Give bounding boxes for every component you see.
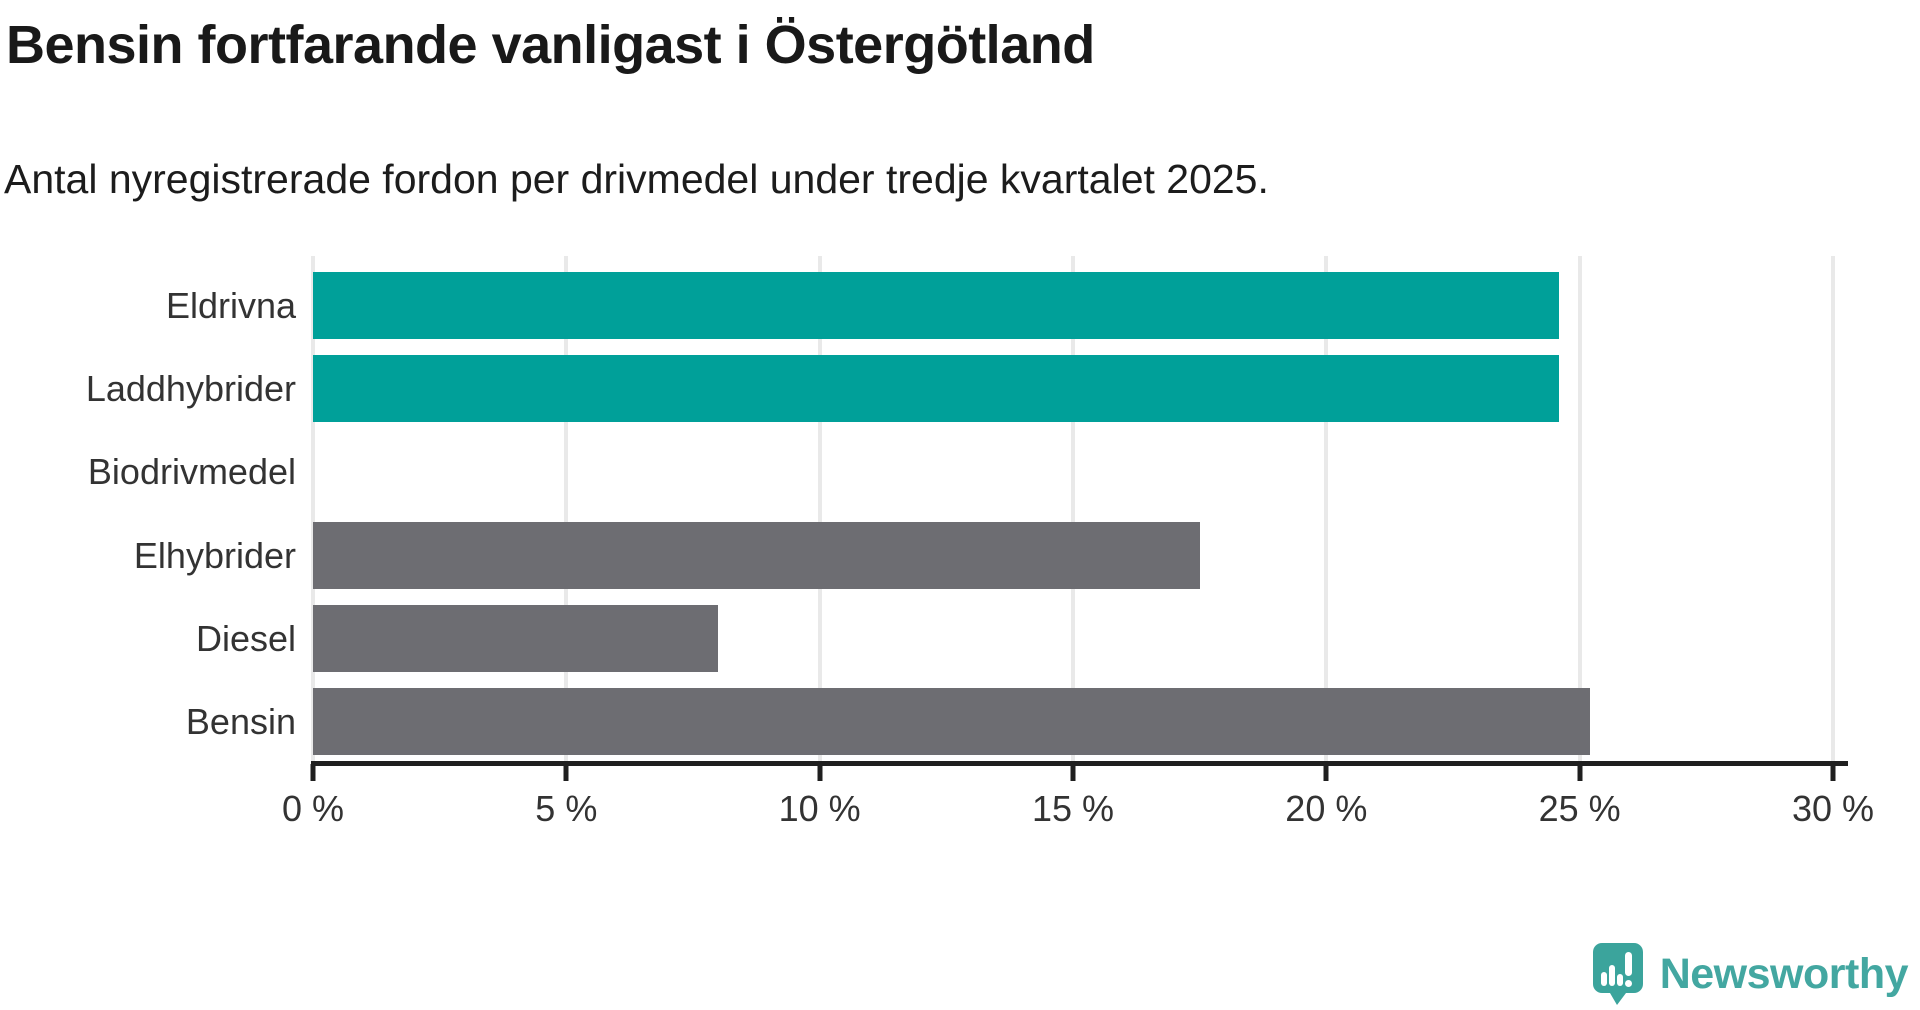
gridline xyxy=(1324,256,1329,763)
bar xyxy=(313,272,1560,340)
gridline xyxy=(564,256,569,763)
x-tick-label: 10 % xyxy=(778,788,861,829)
x-tick-mark xyxy=(310,764,316,781)
chart-subtitle: Antal nyregistrerade fordon per drivmede… xyxy=(4,156,1269,202)
x-tick-mark xyxy=(1323,764,1329,781)
x-axis-line xyxy=(311,761,1848,766)
category-label: Laddhybrider xyxy=(85,368,296,410)
bar xyxy=(313,355,1560,423)
gridline xyxy=(817,256,822,763)
bar xyxy=(313,521,1200,589)
bar xyxy=(313,604,719,672)
category-label: Eldrivna xyxy=(165,285,296,326)
x-tick-label: 25 % xyxy=(1538,788,1621,829)
category-label: Biodrivmedel xyxy=(87,451,296,493)
x-tick-label: 20 % xyxy=(1285,788,1368,829)
gridline xyxy=(311,256,315,763)
brand-footer: Newsworthy xyxy=(1592,942,1909,1006)
chart-title: Bensin fortfarande vanligast i Östergötl… xyxy=(6,15,1095,75)
brand-name: Newsworthy xyxy=(1659,949,1909,998)
x-tick-mark xyxy=(817,764,823,781)
category-label: Elhybrider xyxy=(133,534,296,576)
x-tick-label: 15 % xyxy=(1031,788,1115,829)
gridline xyxy=(1577,256,1582,763)
x-tick-mark xyxy=(1577,764,1583,781)
gridline xyxy=(1831,256,1835,763)
category-label: Bensin xyxy=(185,700,296,742)
gridline xyxy=(1071,256,1075,763)
x-tick-label: 30 % xyxy=(1791,788,1875,829)
bar-chart: Eldrivna Laddhybrider Biodrivmedel Elhybrid… xyxy=(86,256,1874,829)
x-tick-mark xyxy=(563,764,569,781)
x-tick-label: 0 % xyxy=(281,788,345,829)
x-tick-mark xyxy=(1070,764,1076,781)
x-tick-mark xyxy=(1830,764,1836,781)
x-tick-label: 5 % xyxy=(535,788,598,829)
category-label: Diesel xyxy=(195,617,296,659)
newsworthy-logo-icon xyxy=(1592,943,1643,1005)
bar xyxy=(313,687,1590,755)
